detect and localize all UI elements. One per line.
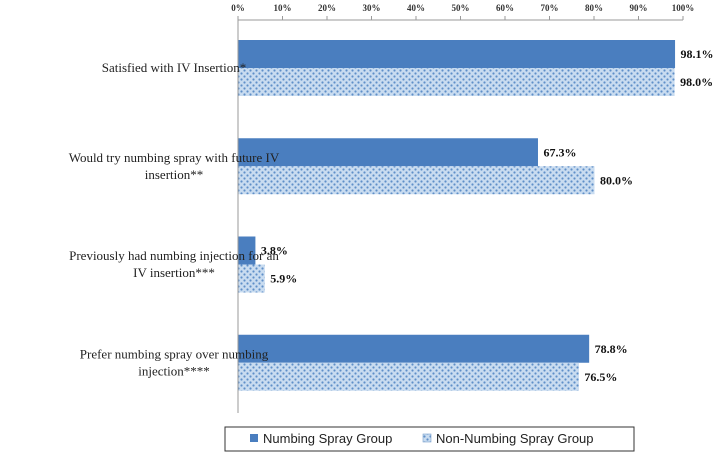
- x-tick-label: 100%: [672, 3, 695, 13]
- x-tick-label: 70%: [541, 3, 559, 13]
- x-tick-label: 10%: [274, 3, 292, 13]
- x-tick-label: 60%: [496, 3, 514, 13]
- bars: 98.1% 98.0% 67.3% 80.0% 3.8% 5.9% 78.8% 76.5%: [238, 40, 714, 391]
- bar-value-label: 76.5%: [584, 370, 617, 384]
- bar-numbing-spray: [238, 236, 256, 265]
- x-tick-label: 80%: [585, 3, 603, 13]
- legend-swatch: [422, 433, 432, 443]
- category-label: injection****: [138, 363, 210, 378]
- x-tick-label: 30%: [363, 3, 381, 13]
- bar-value-label: 98.0%: [680, 75, 713, 89]
- category-label: IV insertion***: [133, 265, 215, 280]
- bar-numbing-spray: [238, 334, 590, 363]
- category-labels: Satisfied with IV Insertion* Would try nu…: [69, 60, 280, 378]
- bar-value-label: 80.0%: [600, 173, 633, 187]
- bar-value-label: 5.9%: [270, 272, 297, 286]
- category-label: Prefer numbing spray over numbing: [80, 346, 269, 361]
- legend: Numbing Spray Group Non-Numbing Spray Gro…: [224, 426, 635, 452]
- category-label: Satisfied with IV Insertion*: [102, 60, 247, 75]
- legend-label: Non-Numbing Spray Group: [436, 431, 594, 446]
- category-label: Previously had numbing injection for an: [69, 248, 279, 263]
- bar-value-label: 78.8%: [595, 342, 628, 356]
- category-label: insertion**: [145, 167, 204, 182]
- bar-numbing-spray: [238, 138, 538, 167]
- x-tick-label: 0%: [231, 3, 245, 13]
- bar-value-label: 3.8%: [261, 244, 288, 258]
- bar-non-numbing-spray: [238, 68, 675, 96]
- axes: 0% 10% 20% 30% 40% 50% 60% 70% 80% 90% 100%: [231, 3, 694, 413]
- bar-non-numbing-spray: [238, 166, 595, 195]
- bar-non-numbing-spray: [238, 362, 579, 391]
- x-tick-label: 90%: [630, 3, 648, 13]
- category-label: Would try numbing spray with future IV: [69, 150, 280, 165]
- x-tick-label: 20%: [318, 3, 336, 13]
- bar-non-numbing-spray: [238, 264, 265, 293]
- bar-value-label: 98.1%: [681, 47, 714, 61]
- x-tick-label: 40%: [407, 3, 425, 13]
- bar-value-label: 67.3%: [543, 145, 576, 159]
- legend-swatch: [250, 434, 258, 442]
- x-tick-label: 50%: [452, 3, 470, 13]
- legend-label: Numbing Spray Group: [263, 431, 392, 446]
- bar-numbing-spray: [238, 40, 676, 68]
